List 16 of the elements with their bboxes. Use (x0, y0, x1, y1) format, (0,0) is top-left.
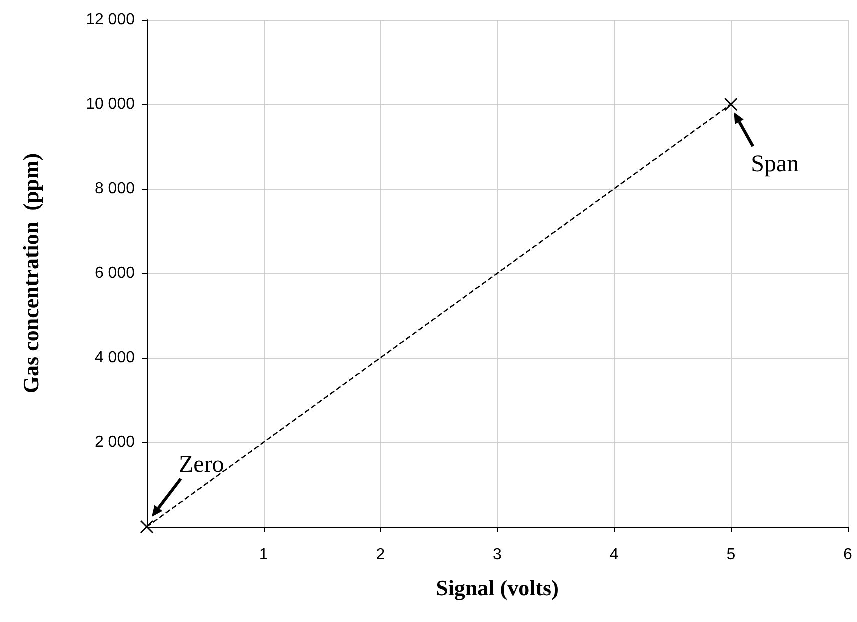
y-tick-label: 6 000 (94, 265, 136, 282)
x-tick-label: 1 (259, 546, 268, 564)
y-tick-label: 8 000 (94, 180, 136, 198)
x-tick-label: 3 (493, 546, 502, 564)
annotation: Span (751, 152, 800, 178)
y-tick-label: 4 000 (94, 350, 136, 366)
x-axis-title: Signal (volts) (436, 576, 559, 600)
x-tick-label: 4 (610, 546, 619, 564)
x-tick-label: 5 (726, 546, 736, 564)
x-tick-label: 2 (376, 546, 386, 564)
y-tick-label: 10 000 (86, 96, 136, 113)
annotation: Zero (179, 452, 224, 478)
x-tick-label: 6 (844, 546, 853, 564)
y-tick-label: 12 000 (86, 12, 136, 28)
y-axis-title: Gas concentration (ppm) (18, 153, 44, 394)
y-tick-label: 2 000 (94, 434, 136, 451)
